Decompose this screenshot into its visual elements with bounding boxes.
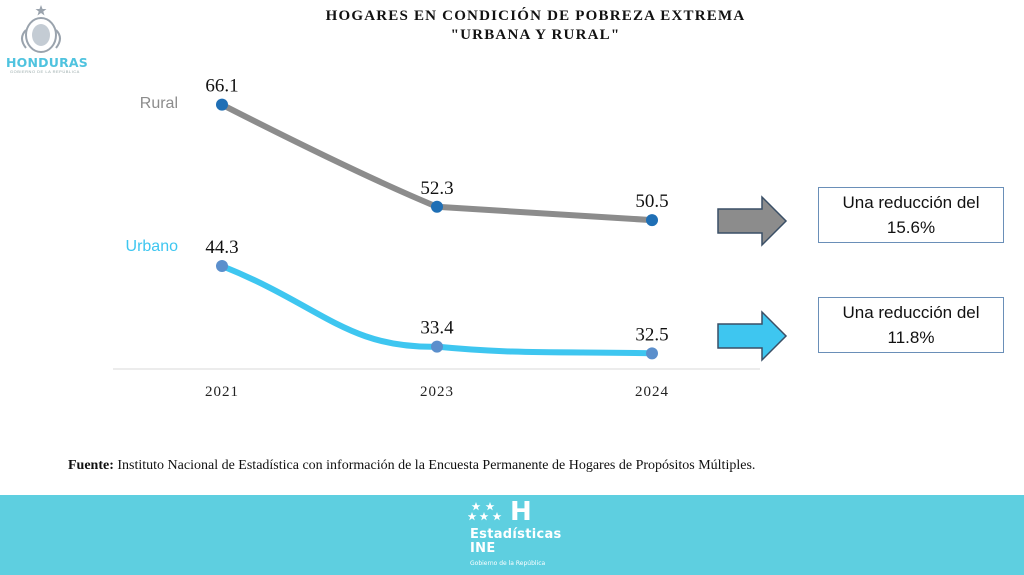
logo-subtext: GOBIERNO DE LA REPÚBLICA	[10, 69, 80, 74]
urbano-point-2021	[216, 260, 228, 272]
chart-title: HOGARES EN CONDICIÓN DE POBREZA EXTREMA …	[0, 7, 1024, 45]
rural-series-label: Rural	[140, 95, 178, 112]
urbano-series-label: Urbano	[126, 238, 179, 255]
logo-text: HONDURAS	[6, 55, 88, 70]
callout-rural-text: Una reducción del	[842, 193, 980, 212]
x-tick-label-2024: 2024	[635, 384, 669, 400]
source-footnote: Fuente: Instituto Nacional de Estadístic…	[68, 458, 755, 474]
rural-series-line	[219, 101, 655, 224]
urbano-data-label-2023: 33.4	[420, 318, 454, 339]
callout-urbano-value: 11.8%	[887, 328, 935, 347]
callout-urbano: Una reducción del 11.8%	[818, 297, 1004, 353]
rural-point-2024	[646, 214, 658, 227]
stars-icon	[468, 502, 502, 521]
callout-rural: Una reducción del 15.6%	[818, 187, 1004, 243]
source-label: Fuente:	[68, 458, 114, 473]
footer-band	[0, 495, 1024, 575]
urbano-data-label-2021: 44.3	[205, 237, 238, 258]
callout-rural-value: 15.6%	[886, 218, 936, 237]
x-tick-label-2023: 2023	[420, 384, 454, 400]
urbano-point-2023	[431, 340, 443, 353]
ine-name-line1: Estadísticas	[470, 527, 562, 542]
rural-data-label-2024: 50.5	[635, 191, 668, 212]
urbano-series-line	[219, 263, 655, 357]
ine-name-line2: INE	[470, 541, 496, 556]
urbano-point-2024	[646, 347, 658, 360]
ine-logo-letter: H	[510, 497, 532, 527]
rural-data-label-2021: 66.1	[205, 76, 238, 97]
title-line-2: "URBANA Y RURAL"	[450, 27, 621, 43]
source-text: Instituto Nacional de Estadística con in…	[113, 458, 756, 473]
urbano-arrow-icon	[717, 310, 788, 362]
title-line-1: HOGARES EN CONDICIÓN DE POBREZA EXTREMA	[325, 8, 746, 24]
urbano-data-label-2024: 32.5	[635, 324, 668, 345]
rural-data-label-2023: 52.3	[420, 178, 453, 199]
rural-point-2021	[216, 98, 228, 111]
x-tick-label-2021: 2021	[205, 384, 239, 400]
rural-point-2023	[431, 200, 443, 213]
ine-name: Estadísticas INE	[470, 528, 562, 556]
honduras-coat-of-arms-icon	[21, 5, 61, 53]
ine-gov-text: Gobierno de la República	[470, 560, 546, 567]
rural-arrow-icon	[717, 195, 788, 247]
callout-urbano-text: Una reducción del	[842, 303, 980, 322]
